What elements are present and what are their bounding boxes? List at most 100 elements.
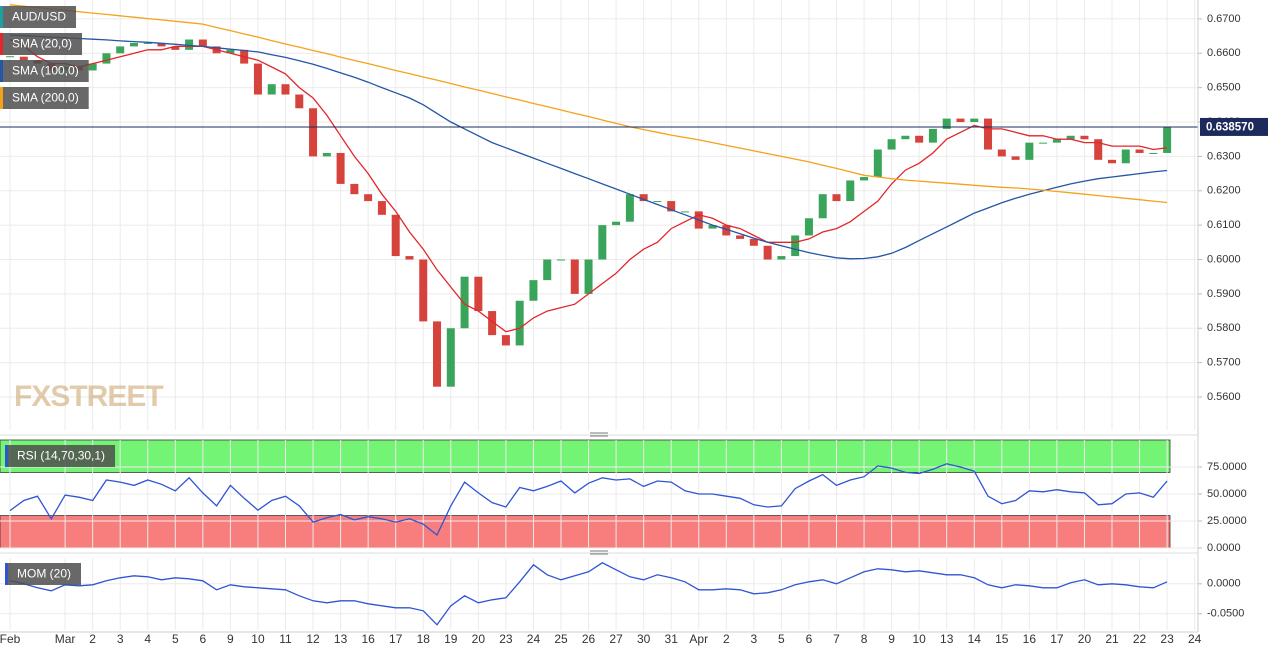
candle — [708, 225, 717, 229]
legend-label: MOM (20) — [17, 567, 71, 581]
x-tick-label: 23 — [1160, 632, 1174, 646]
candle — [322, 152, 331, 157]
candle — [295, 94, 304, 109]
candle — [129, 42, 138, 47]
x-tick-label: 9 — [888, 632, 895, 646]
x-tick-label: 9 — [227, 632, 234, 646]
candle — [777, 256, 786, 260]
x-tick-label: 17 — [389, 632, 403, 646]
y-tick-label: 0.5800 — [1207, 322, 1241, 334]
candle — [364, 194, 373, 202]
x-tick-label: 18 — [417, 632, 431, 646]
candle — [281, 84, 290, 95]
legend-item[interactable]: SMA (100,0) — [0, 60, 89, 82]
candle — [984, 118, 993, 150]
x-tick-label: 4 — [144, 632, 151, 646]
legend-swatch — [5, 445, 8, 467]
candle — [488, 311, 497, 336]
candle — [1094, 139, 1103, 160]
legend-swatch — [5, 563, 8, 585]
last-price-box — [1200, 117, 1268, 136]
legend-item[interactable]: RSI (14,70,30,1) — [5, 445, 116, 467]
candle — [653, 201, 662, 203]
y-tick-label: 0.5700 — [1207, 357, 1241, 369]
candle — [529, 280, 538, 301]
candle — [887, 139, 896, 150]
x-tick-label: 10 — [251, 632, 265, 646]
legend-swatch — [0, 87, 3, 109]
legend-box — [0, 6, 77, 28]
marks-layer — [0, 4, 1198, 626]
legend-label: SMA (20,0) — [12, 37, 72, 51]
candle — [1163, 126, 1172, 153]
x-tick-label: Apr — [689, 632, 708, 646]
legend-item[interactable]: AUD/USD — [0, 6, 77, 28]
x-tick-label: Mar — [55, 632, 76, 646]
x-tick-label: 31 — [665, 632, 679, 646]
x-tick-label: 12 — [306, 632, 320, 646]
candle — [736, 235, 745, 239]
candle — [157, 42, 166, 47]
x-tick-label: 17 — [1050, 632, 1064, 646]
x-tick-label: 15 — [995, 632, 1009, 646]
candle — [185, 39, 194, 50]
legend-label: RSI (14,70,30,1) — [17, 449, 105, 463]
candle — [680, 211, 689, 213]
candle — [763, 245, 772, 260]
candle — [102, 53, 111, 64]
candle — [391, 214, 400, 257]
x-tick-label: 20 — [1078, 632, 1092, 646]
x-tick-label: 5 — [778, 632, 785, 646]
x-tick-label: 16 — [361, 632, 375, 646]
x-tick-label: 11 — [279, 632, 292, 646]
candle — [956, 118, 965, 123]
y-tick-label: 0.6500 — [1207, 82, 1241, 94]
candle — [846, 180, 855, 202]
x-tick-label: 21 — [1105, 632, 1119, 646]
y-tick-label: 0.0000 — [1207, 578, 1241, 590]
y-tick-label: 0.6600 — [1207, 47, 1241, 59]
x-tick-label: 3 — [117, 632, 124, 646]
legend-item[interactable]: SMA (200,0) — [0, 87, 89, 109]
y-tick-label: 75.0000 — [1207, 461, 1247, 473]
candle — [1135, 149, 1144, 153]
candle — [860, 177, 869, 181]
candle — [804, 218, 813, 236]
x-tick-label: 16 — [1023, 632, 1037, 646]
candle — [1011, 156, 1020, 160]
y-tick-label: 0.5900 — [1207, 288, 1241, 300]
legend-box — [0, 87, 89, 109]
x-tick-label: 23 — [499, 632, 513, 646]
legend-swatch — [0, 33, 3, 55]
x-tick-label: 27 — [609, 632, 623, 646]
candle — [1039, 142, 1048, 144]
candle — [226, 49, 235, 54]
x-tick-label: 26 — [582, 632, 596, 646]
legend-swatch — [0, 60, 3, 82]
x-tick-label: 19 — [444, 632, 458, 646]
candle — [267, 84, 276, 95]
x-tick-label: 22 — [1133, 632, 1147, 646]
legend-item[interactable]: MOM (20) — [5, 563, 81, 585]
resize-grip[interactable] — [590, 432, 608, 555]
legend-label: AUD/USD — [12, 10, 66, 24]
candle — [749, 238, 758, 246]
legend-item[interactable]: SMA (20,0) — [0, 33, 83, 55]
y-tick-label: 0.6100 — [1207, 219, 1241, 231]
candle — [1080, 135, 1089, 140]
x-tick-label: 5 — [172, 632, 179, 646]
candle — [309, 108, 318, 157]
series-line — [9, 4, 1168, 204]
candle — [419, 259, 428, 322]
legend-label: SMA (200,0) — [12, 91, 79, 105]
candle — [198, 39, 207, 47]
candle — [873, 149, 882, 178]
candle — [474, 276, 483, 312]
candle — [625, 194, 634, 222]
x-tick-label: 8 — [861, 632, 868, 646]
candle — [722, 225, 731, 236]
candle — [970, 118, 979, 123]
candle — [928, 128, 937, 143]
x-tick-label: 2 — [89, 632, 96, 646]
